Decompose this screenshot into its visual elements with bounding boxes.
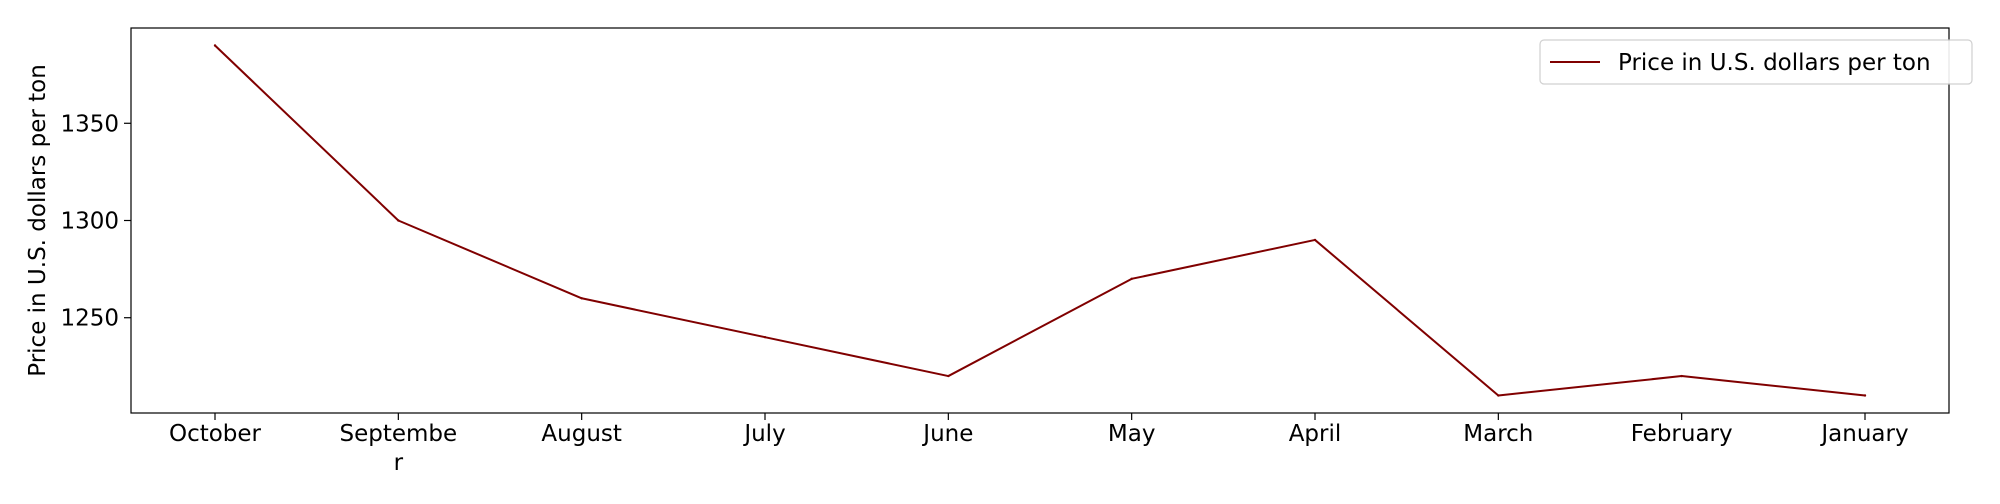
data-point — [947, 374, 950, 378]
x-tick-label: May — [1108, 421, 1156, 447]
data-point — [1497, 394, 1500, 397]
y-tick-label: 1300 — [60, 209, 119, 235]
x-tick-label: July — [742, 421, 785, 447]
y-axis-label: Price in U.S. dollars per ton — [25, 64, 51, 377]
data-point — [213, 44, 217, 47]
x-tick-label: January — [1819, 421, 1908, 447]
x-tick-label: April — [1289, 421, 1342, 447]
data-point — [1863, 394, 1867, 397]
data-point — [1130, 277, 1133, 281]
x-tick-label: Septembe r — [339, 421, 457, 476]
x-tick-label: June — [921, 421, 973, 447]
legend: Price in U.S. dollars per ton — [1539, 39, 1973, 85]
legend-label: Price in U.S. dollars per ton — [1618, 50, 1931, 76]
axis-layer: October Septembe r August July June May April Ma… — [25, 27, 1950, 476]
y-tick-label: 1250 — [60, 306, 119, 332]
x-tick-label: February — [1631, 421, 1733, 447]
data-point — [763, 335, 767, 339]
data-point — [1313, 238, 1317, 242]
plot-frame — [130, 27, 1950, 414]
series-line — [214, 44, 1866, 397]
x-tick-label: August — [541, 421, 622, 447]
legend-box — [1539, 39, 1973, 85]
x-tick-label: March — [1463, 421, 1533, 447]
data-point — [397, 219, 400, 222]
plot-layer — [213, 44, 1867, 397]
x-tick-label: October — [169, 421, 262, 447]
data-point — [580, 297, 583, 300]
y-tick-label: 1350 — [60, 111, 119, 137]
data-point — [1680, 374, 1683, 378]
